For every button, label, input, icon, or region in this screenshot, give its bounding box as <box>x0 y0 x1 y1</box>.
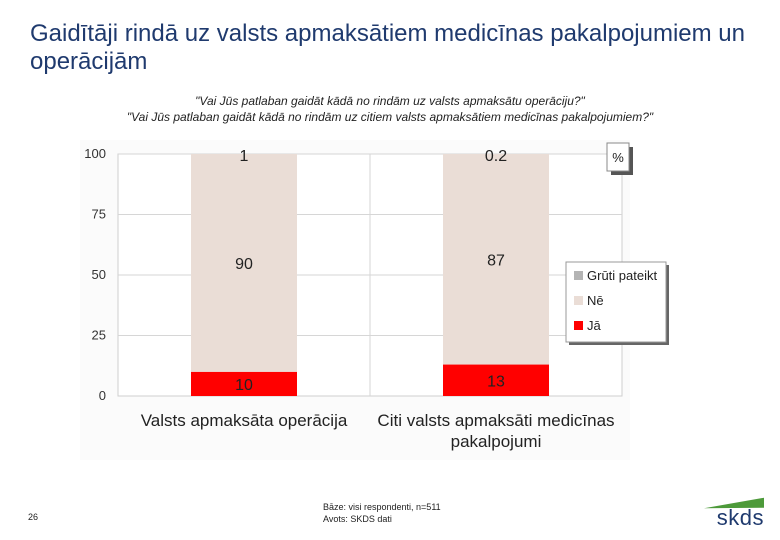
stacked-bar-chart: 0 25 50 75 100 10 90 1 Valsts apmaksāta operācij… <box>84 142 669 451</box>
y-tick-label: 50 <box>92 267 106 282</box>
data-label: 13 <box>487 373 505 390</box>
data-label: 87 <box>487 252 505 269</box>
source-note: Avots: SKDS dati <box>323 514 392 524</box>
y-tick-label: 100 <box>84 146 106 161</box>
y-tick-label: 25 <box>92 328 106 343</box>
skds-logo: skds <box>704 497 768 531</box>
y-tick-label: 75 <box>92 207 106 222</box>
data-label: 1 <box>240 148 249 165</box>
bar-segment <box>191 371 297 396</box>
question-2: "Vai Jūs patlaban gaidāt kādā no rindām … <box>126 110 654 124</box>
data-label: 90 <box>235 256 253 273</box>
category-label: pakalpojumi <box>451 432 542 451</box>
bar-segment <box>443 154 549 365</box>
category-label: Citi valsts apmaksāti medicīnas <box>377 411 614 430</box>
unit-box <box>606 142 630 172</box>
bar-segment <box>443 364 549 396</box>
y-tick-label: 0 <box>99 388 106 403</box>
category-label: Valsts apmaksāta operācija <box>141 411 348 430</box>
legend-swatch <box>574 271 583 280</box>
legend-swatch <box>574 321 583 330</box>
base-note: Bāze: visi respondenti, n=511 <box>323 502 441 512</box>
legend-label: Nē <box>587 293 604 308</box>
bar-segment <box>191 154 297 372</box>
legend-swatch <box>574 296 583 305</box>
legend-label: Grūti pateikt <box>587 268 657 283</box>
page-number: 26 <box>28 512 39 522</box>
data-label: 0.2 <box>485 148 507 165</box>
unit-label: % <box>612 150 624 165</box>
page-title: Gaidītāji rindā uz valsts apmaksātiem me… <box>30 20 745 75</box>
logo-text: skds <box>716 505 764 530</box>
question-1: "Vai Jūs patlaban gaidāt kādā no rindām … <box>195 94 585 108</box>
legend-label: Jā <box>587 318 602 333</box>
data-label: 10 <box>235 377 253 394</box>
